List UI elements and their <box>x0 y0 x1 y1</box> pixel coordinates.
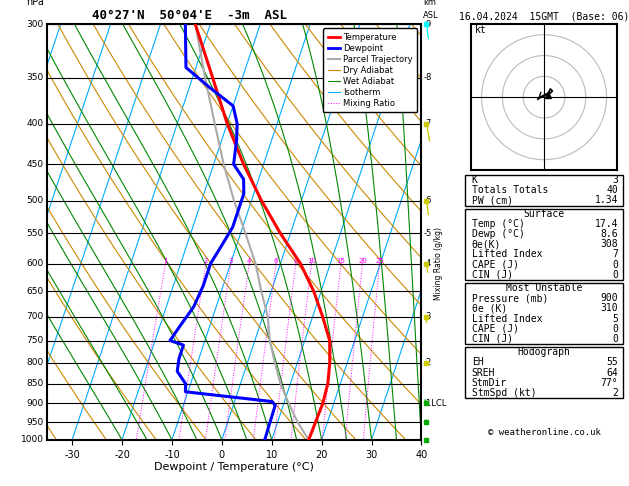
Text: 40°27'N  50°04'E  -3m  ASL: 40°27'N 50°04'E -3m ASL <box>92 9 287 22</box>
Text: CIN (J): CIN (J) <box>472 270 513 280</box>
Bar <box>465 347 623 398</box>
Text: ASL: ASL <box>423 11 439 19</box>
Text: 310: 310 <box>600 303 618 313</box>
X-axis label: Dewpoint / Temperature (°C): Dewpoint / Temperature (°C) <box>154 462 314 472</box>
Text: 850: 850 <box>26 379 43 388</box>
Text: 900: 900 <box>600 293 618 303</box>
Text: Totals Totals: Totals Totals <box>472 185 548 195</box>
Text: 40: 40 <box>606 185 618 195</box>
Text: -9: -9 <box>423 20 431 29</box>
Text: 450: 450 <box>26 160 43 169</box>
Text: 600: 600 <box>26 259 43 268</box>
Text: Dewp (°C): Dewp (°C) <box>472 229 525 239</box>
Text: 16.04.2024  15GMT  (Base: 06): 16.04.2024 15GMT (Base: 06) <box>459 12 629 22</box>
Text: 17.4: 17.4 <box>594 219 618 229</box>
Text: 4: 4 <box>247 258 252 263</box>
Text: 77°: 77° <box>600 378 618 388</box>
Text: 8.6: 8.6 <box>600 229 618 239</box>
Text: Mixing Ratio (g/kg): Mixing Ratio (g/kg) <box>435 227 443 300</box>
Text: km: km <box>423 0 437 7</box>
Text: 64: 64 <box>606 367 618 378</box>
Text: -4: -4 <box>423 259 431 268</box>
Text: -5: -5 <box>423 229 431 238</box>
Text: kt: kt <box>476 25 487 35</box>
Text: 0: 0 <box>612 270 618 280</box>
Text: 400: 400 <box>26 119 43 128</box>
Text: 6: 6 <box>274 258 278 263</box>
Text: 25: 25 <box>376 258 384 263</box>
Text: θe (K): θe (K) <box>472 303 507 313</box>
Text: © weatheronline.co.uk: © weatheronline.co.uk <box>487 428 601 437</box>
Text: -3: -3 <box>423 312 431 321</box>
Text: CIN (J): CIN (J) <box>472 334 513 344</box>
Text: 2: 2 <box>204 258 208 263</box>
Text: 350: 350 <box>26 73 43 82</box>
Text: PW (cm): PW (cm) <box>472 195 513 205</box>
Text: -2: -2 <box>423 358 431 367</box>
Text: SREH: SREH <box>472 367 495 378</box>
Text: 800: 800 <box>26 358 43 367</box>
Text: StmDir: StmDir <box>472 378 507 388</box>
Text: 500: 500 <box>26 196 43 205</box>
Bar <box>465 283 623 344</box>
Text: 15: 15 <box>337 258 345 263</box>
Text: 7: 7 <box>612 249 618 260</box>
Text: 900: 900 <box>26 399 43 408</box>
Text: 308: 308 <box>600 239 618 249</box>
Text: 20: 20 <box>358 258 367 263</box>
Text: Lifted Index: Lifted Index <box>472 249 542 260</box>
Text: hPa: hPa <box>26 0 43 7</box>
Text: 300: 300 <box>26 20 43 29</box>
Text: 10: 10 <box>307 258 316 263</box>
Text: 950: 950 <box>26 417 43 427</box>
Text: 1.34: 1.34 <box>594 195 618 205</box>
Text: Surface: Surface <box>523 208 565 219</box>
Text: Hodograph: Hodograph <box>518 347 571 357</box>
Text: 3: 3 <box>612 175 618 185</box>
Text: Lifted Index: Lifted Index <box>472 313 542 324</box>
Text: Pressure (mb): Pressure (mb) <box>472 293 548 303</box>
Text: 0: 0 <box>612 324 618 334</box>
Text: StmSpd (kt): StmSpd (kt) <box>472 388 537 398</box>
Text: -8: -8 <box>423 73 431 82</box>
Text: CAPE (J): CAPE (J) <box>472 260 519 270</box>
Text: θe(K): θe(K) <box>472 239 501 249</box>
Text: -6: -6 <box>423 196 431 205</box>
Text: 700: 700 <box>26 312 43 321</box>
Text: Temp (°C): Temp (°C) <box>472 219 525 229</box>
Text: 55: 55 <box>606 357 618 367</box>
Text: 550: 550 <box>26 229 43 238</box>
Text: 8: 8 <box>294 258 298 263</box>
Text: 5: 5 <box>612 313 618 324</box>
Text: -1LCL: -1LCL <box>423 399 447 408</box>
Text: Most Unstable: Most Unstable <box>506 283 582 293</box>
Legend: Temperature, Dewpoint, Parcel Trajectory, Dry Adiabat, Wet Adiabat, Isotherm, Mi: Temperature, Dewpoint, Parcel Trajectory… <box>323 29 417 112</box>
Text: 2: 2 <box>612 388 618 398</box>
Text: 650: 650 <box>26 287 43 295</box>
Text: 3: 3 <box>228 258 233 263</box>
Bar <box>465 175 623 206</box>
Bar <box>465 208 623 280</box>
Text: 0: 0 <box>612 260 618 270</box>
Text: 1: 1 <box>163 258 168 263</box>
Text: EH: EH <box>472 357 484 367</box>
Text: K: K <box>472 175 477 185</box>
Text: CAPE (J): CAPE (J) <box>472 324 519 334</box>
Text: 0: 0 <box>612 334 618 344</box>
Text: 1000: 1000 <box>21 435 43 444</box>
Text: 750: 750 <box>26 336 43 345</box>
Text: -7: -7 <box>423 119 431 128</box>
